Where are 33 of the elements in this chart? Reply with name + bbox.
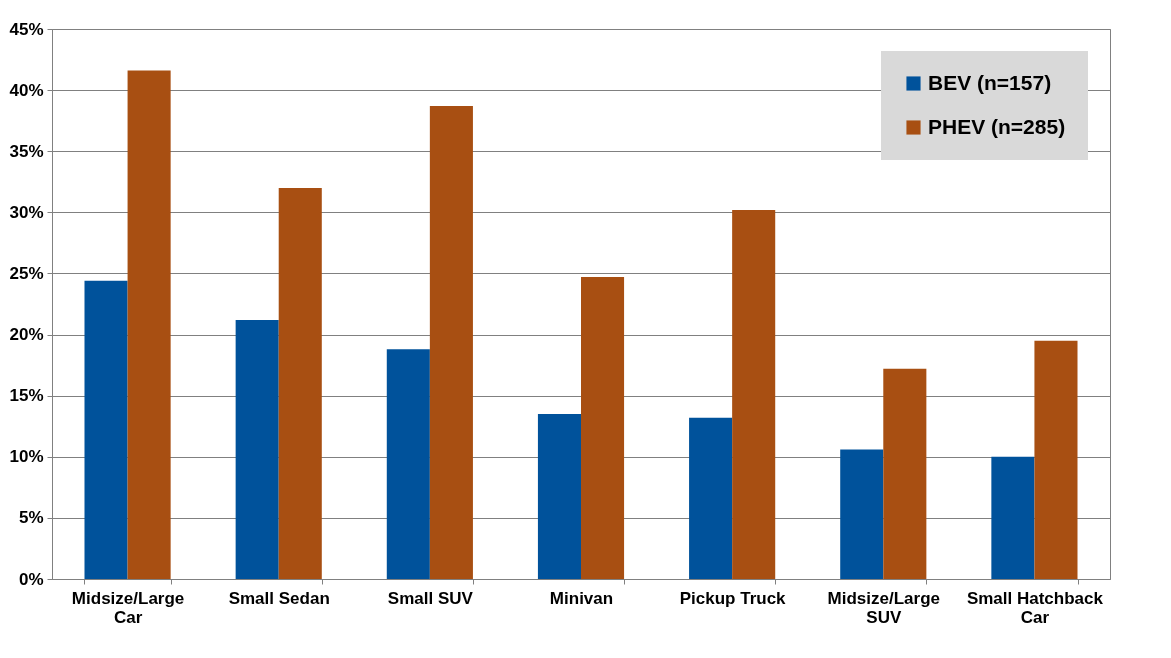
x-tick-label: Small Hatchback Car bbox=[966, 588, 1104, 627]
bar bbox=[537, 414, 581, 579]
bar bbox=[235, 319, 279, 579]
bar bbox=[991, 456, 1035, 579]
bar bbox=[278, 187, 322, 579]
x-tick-label: Midsize/Large Car bbox=[71, 588, 185, 627]
bar bbox=[732, 209, 776, 579]
bar bbox=[840, 449, 884, 579]
bar bbox=[429, 106, 473, 579]
y-tick-label: 20% bbox=[9, 325, 44, 345]
x-tick-label: Minivan bbox=[549, 588, 614, 608]
y-tick-label: 15% bbox=[9, 386, 44, 406]
bar bbox=[883, 368, 927, 579]
bar bbox=[127, 70, 171, 579]
legend-label: BEV (n=157) bbox=[928, 70, 1052, 94]
legend-label: PHEV (n=285) bbox=[928, 114, 1066, 138]
bar bbox=[386, 349, 430, 579]
y-tick-label: 0% bbox=[18, 569, 44, 589]
x-tick-label: Small Sedan bbox=[228, 588, 330, 608]
y-tick-label: 45% bbox=[9, 19, 44, 39]
y-tick-label: 10% bbox=[9, 447, 44, 467]
bar bbox=[581, 277, 625, 579]
bar bbox=[84, 280, 128, 579]
x-tick-label: Pickup Truck bbox=[679, 588, 787, 608]
x-tick-label: Midsize/Large SUV bbox=[827, 588, 940, 627]
y-tick-label: 40% bbox=[9, 80, 44, 100]
y-tick-label: 35% bbox=[9, 141, 44, 161]
x-tick-label: Small SUV bbox=[387, 588, 474, 608]
y-tick-label: 25% bbox=[9, 263, 44, 283]
y-tick-label: 5% bbox=[18, 508, 44, 528]
y-tick-label: 30% bbox=[9, 202, 44, 222]
bar bbox=[1034, 340, 1078, 579]
bar bbox=[689, 417, 733, 579]
